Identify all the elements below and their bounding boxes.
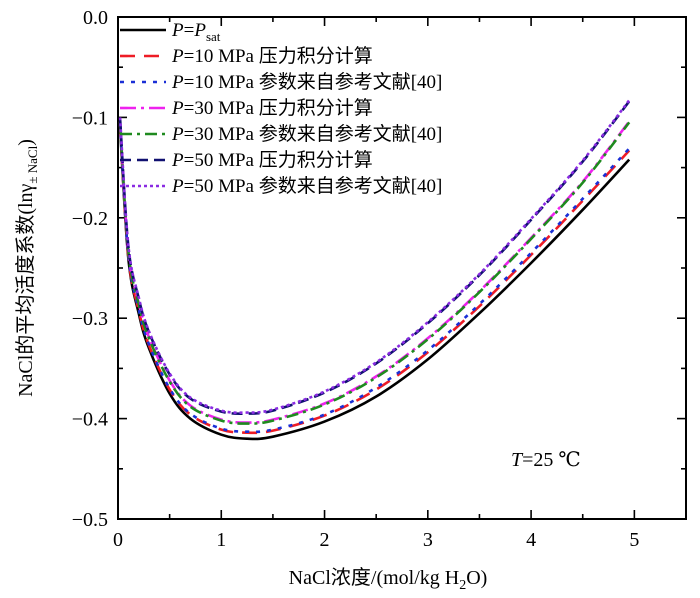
series-line-5: [118, 100, 631, 415]
y-tick-label: −0.2: [72, 208, 108, 230]
legend-label-4: P=30 MPa 参数来自参考文献[40]: [171, 123, 442, 145]
y-axis-title: NaCl的平均活度系数(lnγ± NaCl): [14, 139, 40, 397]
x-tick-label: 0: [113, 529, 123, 551]
legend-label-0: P=Psat: [171, 20, 221, 44]
y-tick-label: −0.5: [72, 509, 108, 531]
series-line-4: [118, 121, 631, 425]
legend-label-6: P=50 MPa 参数来自参考文献[40]: [171, 175, 442, 197]
y-tick-label: −0.1: [72, 107, 108, 129]
y-tick-label: 0.0: [83, 7, 108, 29]
series-line-6: [118, 99, 631, 414]
legend-label-2: P=10 MPa 参数来自参考文献[40]: [171, 71, 442, 93]
x-tick-label: 2: [320, 529, 330, 551]
axes: 0 1 2 3 4 5 0.0 −0.1 −0.2 −0.3 −0.4 −0.5: [72, 7, 687, 551]
legend-label-1: P=10 MPa 压力积分计算: [171, 45, 373, 67]
temperature-annotation: T=25 ℃: [511, 449, 581, 471]
y-tick-label: −0.4: [72, 409, 108, 431]
x-tick-label: 3: [423, 529, 433, 551]
series-line-1: [118, 125, 631, 435]
series-line-2: [118, 124, 631, 434]
x-tick-label: 1: [216, 529, 226, 551]
legend-label-5: P=50 MPa 压力积分计算: [171, 149, 373, 171]
x-tick-label: 4: [526, 529, 536, 551]
y-tick-label: −0.3: [72, 308, 108, 330]
legend-label-3: P=30 MPa 压力积分计算: [171, 97, 373, 119]
series-lines: [118, 99, 631, 441]
x-axis-title: NaCl浓度/(mol/kg H2O): [289, 566, 488, 593]
x-tick-label: 5: [629, 529, 639, 551]
series-line-0: [118, 127, 631, 441]
